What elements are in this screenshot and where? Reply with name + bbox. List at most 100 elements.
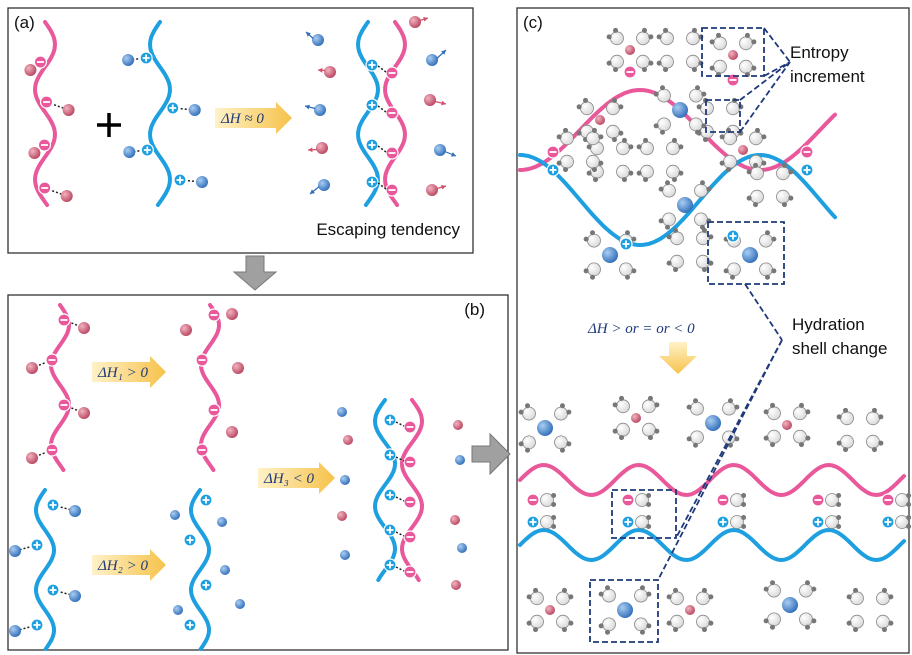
ion [26, 452, 38, 464]
water-h [584, 268, 589, 273]
water-h [533, 627, 538, 632]
water-h [598, 134, 603, 139]
water-h [741, 515, 746, 520]
water-h [836, 515, 841, 520]
ionic-bond [378, 106, 386, 112]
water [841, 412, 854, 425]
water-h [888, 621, 893, 626]
water-h [751, 39, 756, 44]
ion [220, 565, 230, 575]
arrow-label: ΔH₁ > 0 [97, 365, 148, 381]
water [663, 184, 676, 197]
water [723, 402, 736, 415]
water-h [708, 261, 713, 266]
ion [9, 545, 21, 557]
water-h [687, 436, 692, 441]
water [671, 255, 684, 268]
water-h [525, 403, 530, 408]
water-h [657, 34, 662, 39]
water-h [637, 171, 642, 176]
water [667, 165, 680, 178]
water-h [745, 33, 750, 38]
ion [173, 605, 183, 615]
water-h [613, 67, 618, 72]
ion [424, 94, 436, 106]
water [523, 407, 536, 420]
water-h [660, 85, 665, 90]
water-h [631, 268, 636, 273]
ion [314, 104, 326, 116]
escape-arrow-head [441, 185, 446, 190]
water-h [583, 98, 588, 103]
water-h [657, 61, 662, 66]
water-h [667, 261, 672, 266]
water-h [878, 414, 883, 419]
water-h [560, 403, 565, 408]
ion [9, 625, 21, 637]
ionic-bond [396, 532, 404, 536]
ion [451, 580, 461, 590]
water-h [906, 515, 911, 520]
water-h [906, 502, 911, 507]
water-h [654, 429, 659, 434]
annotation: increment [790, 67, 865, 86]
water [607, 125, 620, 138]
water [760, 234, 773, 247]
water-h [587, 171, 592, 176]
water-h [882, 588, 887, 593]
ionic-bond [378, 146, 386, 152]
water-h [607, 34, 612, 39]
water-h [557, 161, 562, 166]
water-h [663, 28, 668, 33]
water-h [663, 67, 668, 72]
ion [602, 247, 618, 263]
water [635, 618, 648, 631]
water [714, 60, 727, 73]
water [561, 155, 574, 168]
ion [738, 145, 748, 155]
water-h [592, 167, 597, 172]
water-h [702, 627, 707, 632]
water-h [622, 138, 627, 143]
ion [63, 104, 75, 116]
water [695, 213, 708, 226]
water [751, 190, 764, 203]
water [557, 615, 570, 628]
ionic-bond [396, 422, 404, 426]
water [637, 55, 650, 68]
water [557, 592, 570, 605]
water-h [605, 585, 610, 590]
water-h [590, 230, 595, 235]
ion [343, 435, 353, 445]
water [581, 102, 594, 115]
ion [180, 324, 192, 336]
water-h [648, 61, 653, 66]
water-h [693, 398, 698, 403]
water [523, 436, 536, 449]
ionic-bond [378, 66, 386, 72]
water-h [605, 630, 610, 635]
water [671, 615, 684, 628]
ion [340, 550, 350, 560]
strand [150, 22, 170, 205]
water-h [613, 429, 618, 434]
water [531, 592, 544, 605]
water-h [566, 410, 571, 415]
water-h [533, 588, 538, 593]
water-h [560, 448, 565, 453]
ion [685, 605, 695, 615]
water [617, 142, 630, 155]
water-h [761, 161, 766, 166]
water-h [765, 275, 770, 280]
ion [337, 407, 347, 417]
water-h [618, 104, 623, 109]
water-h [701, 92, 706, 97]
water-h [805, 580, 810, 585]
water-h [888, 594, 893, 599]
water-h [708, 594, 713, 599]
water [661, 55, 674, 68]
water [690, 118, 703, 131]
water-h [642, 67, 647, 72]
ion [78, 322, 90, 334]
ion [782, 597, 798, 613]
